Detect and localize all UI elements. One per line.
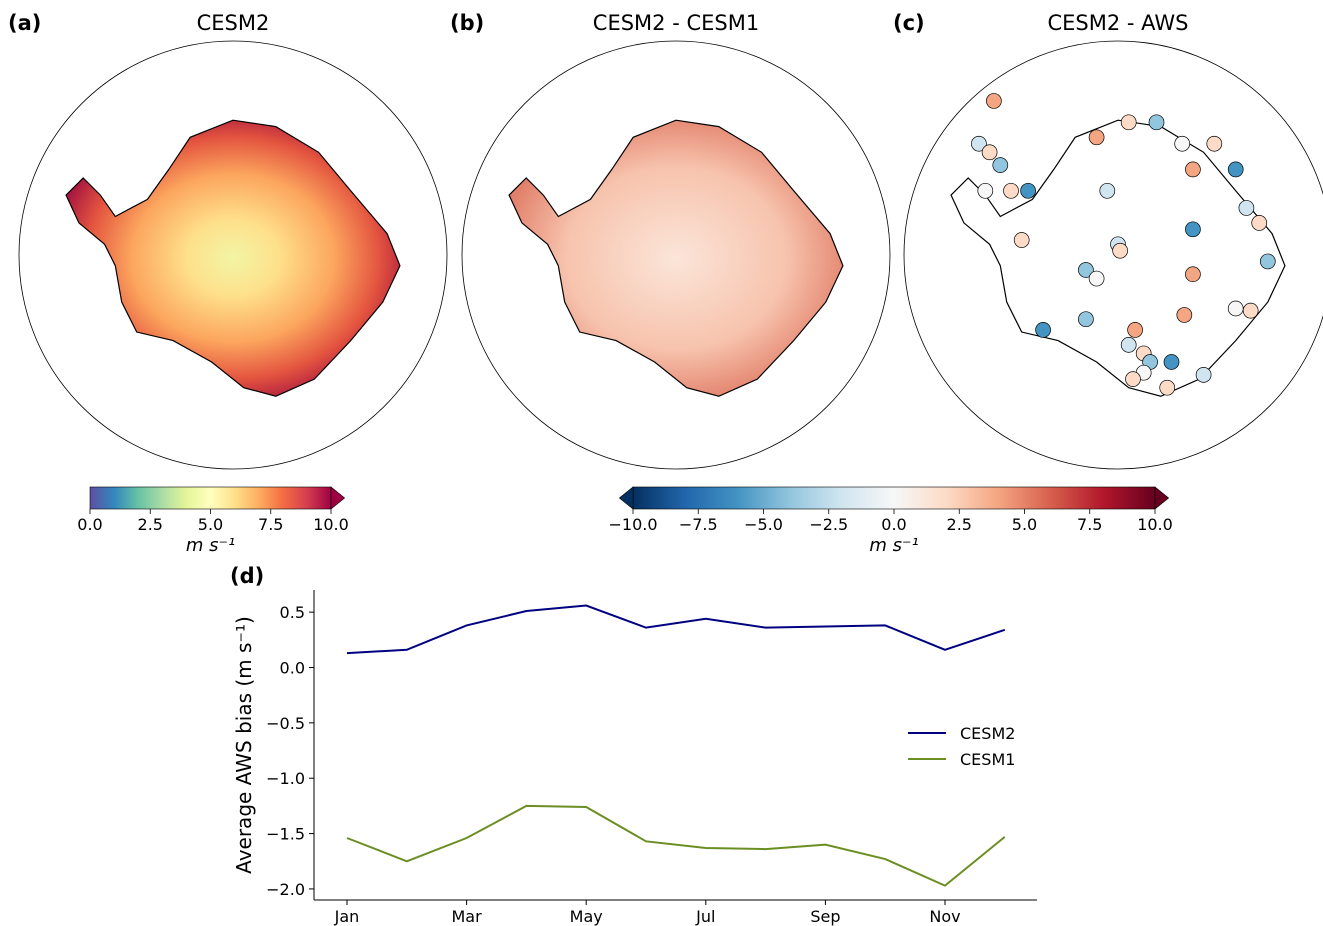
colorbar-tick-label: −7.5 [679, 515, 718, 534]
aws-station-marker [1078, 311, 1094, 328]
y-tick-label: 0.0 [280, 659, 305, 678]
aws-station-marker [1185, 221, 1201, 238]
y-tick-label: 0.5 [280, 603, 305, 622]
aws-station-marker [1185, 266, 1201, 283]
y-tick-label: −1.0 [266, 769, 305, 788]
aws-station-marker [1003, 182, 1019, 199]
aws-station-marker [1174, 135, 1191, 152]
panel-label-b: (b) [450, 11, 484, 35]
panel-label-c: (c) [893, 11, 925, 35]
aws-station-marker [1099, 182, 1116, 199]
aws-station-marker [1127, 322, 1143, 338]
aws-station-marker [1242, 302, 1259, 319]
colorbar-tick-label: 0.0 [77, 515, 102, 534]
panel-label-d: (d) [230, 564, 264, 588]
colorbar-tick-label: 5.0 [1012, 515, 1037, 534]
colorbar-tick-label: 2.5 [138, 515, 163, 534]
aws-station-marker [1259, 253, 1276, 270]
x-tick-label: Sep [810, 907, 840, 926]
y-tick-label: −2.0 [266, 880, 305, 899]
colorbar-extend-max [1154, 486, 1170, 510]
aws-station-marker [1020, 182, 1036, 199]
map-panel-b [462, 41, 890, 469]
map-panel-a [19, 41, 447, 469]
series-line-cesm1 [346, 804, 1006, 887]
aws-station-marker [1120, 114, 1137, 131]
aws-station-marker [1125, 371, 1141, 387]
legend-label: CESM2 [960, 724, 1015, 743]
colorbar-tick-label: 2.5 [947, 515, 972, 534]
aws-station-marker [1035, 322, 1051, 338]
aws-station-marker [1163, 354, 1180, 370]
aws-station-marker [1159, 379, 1176, 396]
aws-station-marker [1227, 161, 1244, 178]
panel-title-b: CESM2 - CESM1 [593, 11, 759, 35]
aws-station-marker [1185, 161, 1201, 178]
colorbar-extend-min [618, 486, 634, 510]
y-tick-label: −0.5 [266, 714, 305, 733]
aws-station-marker [1088, 129, 1105, 146]
colorbar-tick-label: 5.0 [198, 515, 223, 534]
aws-station-marker [1251, 215, 1268, 231]
x-tick-label: Jan [334, 907, 360, 926]
x-tick-label: Jul [695, 907, 715, 926]
series-line-cesm2 [346, 604, 1006, 655]
aws-station-marker [1148, 114, 1165, 131]
colorbar-tick-label: 10.0 [313, 515, 349, 534]
aws-station-marker [1112, 242, 1128, 259]
panel-title-a: CESM2 [197, 11, 270, 35]
colorbar-unit-label: m s⁻¹ [186, 535, 235, 556]
x-tick-label: May [570, 907, 603, 926]
aws-station-marker [986, 93, 1002, 109]
aws-station-marker [1195, 366, 1212, 383]
aws-station-marker [992, 157, 1009, 173]
panel-label-a: (a) [8, 11, 41, 35]
colorbar-unit-label: m s⁻¹ [869, 535, 918, 556]
aws-station-marker [971, 135, 987, 152]
colorbar-extend-max [330, 486, 346, 510]
aws-station-marker [1088, 270, 1105, 287]
colorbar-tick-label: −10.0 [608, 515, 657, 534]
x-tick-label: Mar [452, 907, 483, 926]
colorbar-tick-label: 10.0 [1137, 515, 1173, 534]
aws-station-marker [1120, 337, 1137, 353]
y-tick-label: −1.5 [266, 825, 305, 844]
panel-title-c: CESM2 - AWS [1048, 11, 1189, 35]
aws-station-marker [1206, 135, 1223, 152]
colorbar-gradient [89, 486, 332, 510]
colorbar-tick-label: 7.5 [1077, 515, 1102, 534]
map-panel-c [904, 41, 1323, 469]
colorbar-a: 0.0 2.5 5.0 7.5 10.0 m s⁻¹ [77, 486, 349, 556]
aws-station-marker [981, 144, 998, 161]
colorbar-gradient [632, 486, 1156, 510]
colorbar-tick-label: −2.5 [809, 515, 848, 534]
aws-station-marker [1176, 307, 1193, 323]
colorbar-tick-label: 0.0 [881, 515, 906, 534]
aws-station-marker [1227, 300, 1244, 317]
legend-label: CESM1 [960, 750, 1015, 769]
aws-station-marker [977, 182, 994, 199]
colorbar-tick-label: 7.5 [258, 515, 283, 534]
y-axis-label: Average AWS bias (m s⁻¹) [232, 616, 256, 874]
aws-station-marker [1238, 200, 1255, 216]
colorbar-b: −10.0 −7.5 −5.0 −2.5 0.0 2.5 5.0 7.5 10.0 m s⁻¹ [608, 486, 1173, 556]
x-tick-label: Nov [929, 907, 960, 926]
colorbar-tick-label: −5.0 [744, 515, 783, 534]
aws-station-marker [1013, 232, 1030, 248]
aws-station-marker [1078, 262, 1094, 278]
